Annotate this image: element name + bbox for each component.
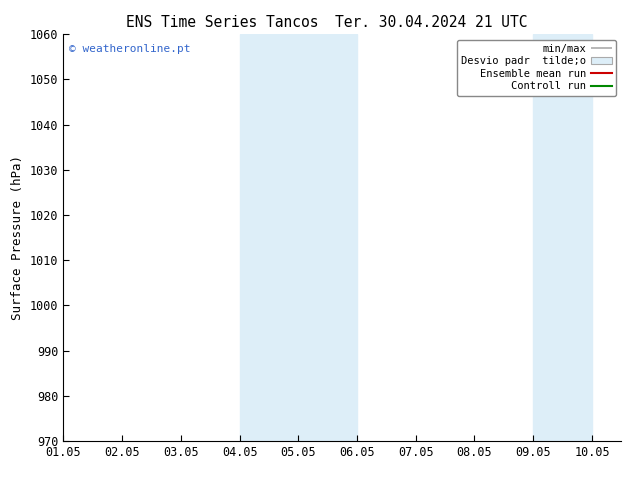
- Y-axis label: Surface Pressure (hPa): Surface Pressure (hPa): [11, 155, 25, 320]
- Text: ENS Time Series Tancos: ENS Time Series Tancos: [126, 15, 318, 30]
- Legend: min/max, Desvio padr  tilde;o, Ensemble mean run, Controll run: min/max, Desvio padr tilde;o, Ensemble m…: [456, 40, 616, 96]
- Text: © weatheronline.pt: © weatheronline.pt: [69, 45, 190, 54]
- Text: Ter. 30.04.2024 21 UTC: Ter. 30.04.2024 21 UTC: [335, 15, 527, 30]
- Bar: [533, 34, 592, 441]
- Bar: [240, 34, 357, 441]
